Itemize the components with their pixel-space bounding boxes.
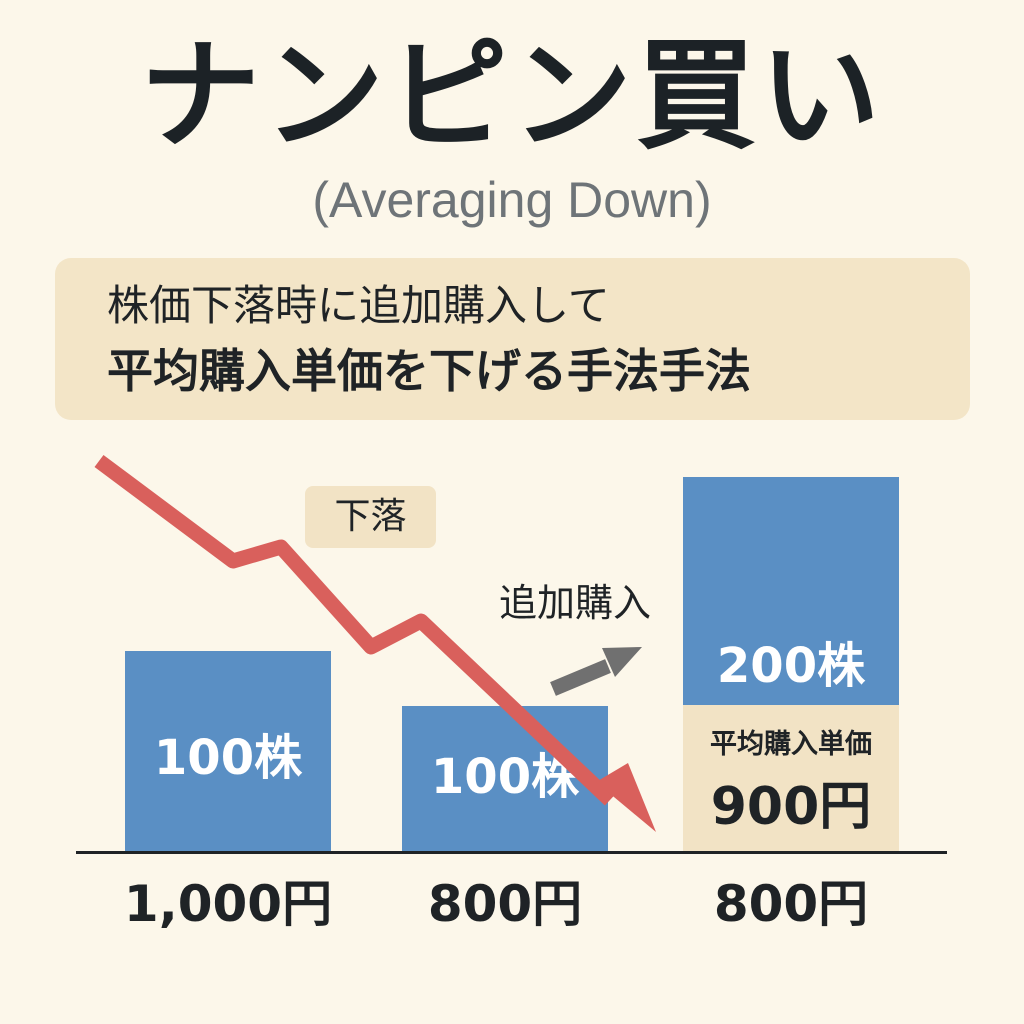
shares-label-3: 200株 — [716, 638, 866, 694]
shares-label-1: 100株 — [153, 730, 303, 786]
price-label-1: 1,000円 — [123, 875, 333, 933]
description-box: 株価下落時に追加購入して 平均購入単価を下げる手法手法 — [55, 258, 970, 420]
shares-bar-3: 200株 — [683, 477, 899, 705]
shares-bar-2: 100株 — [402, 706, 608, 853]
arrow-up-right-icon — [550, 647, 642, 696]
baseline — [76, 851, 947, 854]
average-price-value: 900円 — [710, 777, 872, 837]
page-title: ナンピン買い — [140, 27, 884, 166]
page-subtitle: (Averaging Down) — [312, 172, 712, 228]
falling-trend-arrow-icon — [94, 454, 656, 832]
additional-purchase-label: 追加購入 — [498, 581, 651, 625]
shares-bar-1: 100株 — [125, 651, 331, 853]
price-label-3: 800円 — [713, 875, 869, 933]
shares-label-2: 100株 — [430, 749, 580, 805]
price-label-2: 800円 — [427, 875, 583, 933]
average-price-label: 平均購入単価 — [710, 729, 872, 760]
description-line-1: 株価下落時に追加購入して — [107, 281, 610, 330]
average-price-box: 平均購入単価 900円 — [683, 705, 899, 853]
fall-label: 下落 — [305, 486, 436, 548]
description-line-2: 平均購入単価を下げる手法手法 — [107, 344, 751, 398]
